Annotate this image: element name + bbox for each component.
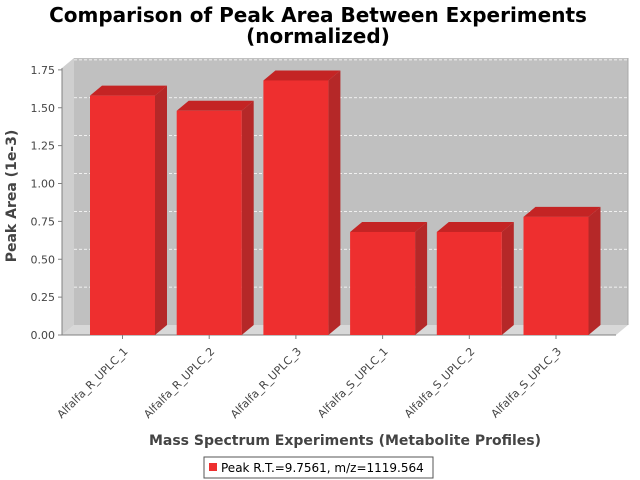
bar-front bbox=[350, 231, 416, 335]
legend: Peak R.T.=9.7561, m/z=1119.564 bbox=[203, 456, 434, 479]
bar-front bbox=[176, 110, 242, 335]
bar bbox=[350, 221, 428, 335]
y-axis-title: Peak Area (1e-3) bbox=[4, 130, 20, 263]
x-tick-label: Alfalfa_S_UPLC_1 bbox=[315, 345, 391, 421]
bar bbox=[176, 100, 254, 335]
chart-title-line2: (normalized) bbox=[246, 24, 390, 48]
y-tick-label: 0.75 bbox=[31, 215, 56, 228]
bar-top bbox=[263, 70, 341, 81]
y-tick-label: 0.25 bbox=[31, 291, 56, 304]
bar-side bbox=[501, 221, 514, 335]
chart-title-line1: Comparison of Peak Area Between Experime… bbox=[49, 3, 587, 27]
x-tick-label: Alfalfa_R_UPLC_2 bbox=[141, 345, 217, 421]
bar bbox=[263, 70, 341, 335]
y-ticks: 0.00 0.25 0.50 0.75 1.00 1.25 1.50 1.75 bbox=[31, 64, 62, 342]
x-ticks: Alfalfa_R_UPLC_1 Alfalfa_R_UPLC_2 Alfalfa_… bbox=[55, 335, 565, 421]
bar-front bbox=[523, 216, 589, 335]
y-tick-label: 0.00 bbox=[31, 329, 56, 342]
bar-side bbox=[588, 206, 601, 335]
y-tick-label: 1.00 bbox=[31, 178, 56, 191]
legend-box bbox=[203, 456, 434, 479]
bar bbox=[523, 206, 601, 335]
bar-front bbox=[436, 231, 502, 335]
y-tick-label: 1.75 bbox=[31, 64, 56, 77]
legend-swatch bbox=[209, 463, 217, 471]
x-tick-label: Alfalfa_S_UPLC_2 bbox=[402, 345, 478, 421]
bar bbox=[90, 85, 167, 335]
bar-side bbox=[241, 100, 254, 335]
y-tick-label: 1.50 bbox=[31, 102, 56, 115]
bar-side bbox=[155, 85, 167, 335]
y-tick-label: 1.25 bbox=[31, 140, 56, 153]
bar-side bbox=[328, 70, 341, 335]
bar-side bbox=[415, 221, 428, 335]
bar-front bbox=[263, 80, 329, 335]
legend-series-label: Peak R.T.=9.7561, m/z=1119.564 bbox=[221, 461, 424, 475]
plot-left-wall bbox=[62, 58, 74, 335]
y-tick-label: 0.50 bbox=[31, 253, 56, 266]
bar-top bbox=[90, 85, 167, 96]
x-tick-label: Alfalfa_S_UPLC_3 bbox=[489, 345, 565, 421]
bar-top bbox=[523, 206, 601, 217]
x-tick-label: Alfalfa_R_UPLC_1 bbox=[55, 345, 131, 421]
bar-top bbox=[176, 100, 254, 111]
x-tick-label: Alfalfa_R_UPLC_3 bbox=[228, 345, 304, 421]
bar-top bbox=[350, 221, 428, 232]
bar bbox=[436, 221, 514, 335]
x-axis-title: Mass Spectrum Experiments (Metabolite Pr… bbox=[149, 433, 541, 449]
bar-top bbox=[436, 221, 514, 232]
bar-front bbox=[90, 95, 155, 335]
bars bbox=[90, 70, 601, 335]
